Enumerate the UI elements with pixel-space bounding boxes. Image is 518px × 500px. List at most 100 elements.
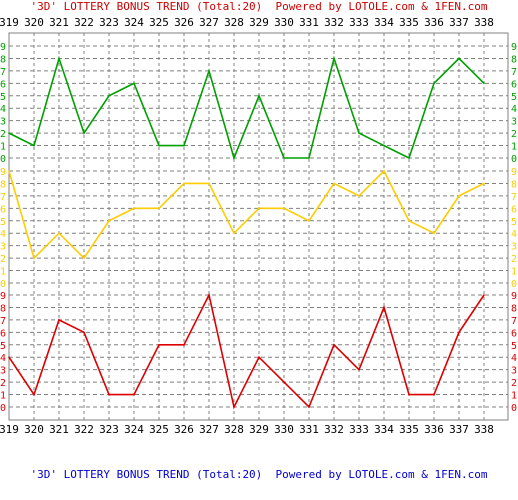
y-tick-label-right: 0: [511, 403, 517, 414]
data-point-yellow: [133, 207, 135, 210]
data-point-green: [258, 94, 260, 97]
data-point-green: [358, 132, 360, 134]
data-point-yellow: [158, 207, 160, 210]
y-tick-label-right: 1: [511, 267, 517, 278]
y-tick-label-right: 4: [511, 104, 517, 115]
data-point-red: [458, 331, 460, 334]
data-point-red: [8, 356, 10, 359]
data-point-red: [408, 393, 410, 396]
x-tick-label-top: 320: [24, 16, 44, 29]
x-tick-label-bottom: 325: [149, 423, 169, 436]
data-point-yellow: [408, 219, 410, 222]
y-tick-label-left: 2: [0, 129, 6, 140]
data-point-green: [33, 144, 35, 147]
x-tick-label-bottom: 338: [474, 423, 494, 436]
data-point-red: [158, 343, 160, 346]
y-tick-label-left: 2: [0, 254, 6, 265]
y-tick-label-left: 1: [0, 391, 6, 402]
data-point-red: [383, 306, 385, 309]
y-tick-label-right: 7: [511, 192, 517, 203]
data-point-red: [283, 381, 285, 383]
y-tick-label-left: 5: [0, 92, 6, 103]
x-tick-label-bottom: 322: [74, 423, 94, 436]
data-point-green: [183, 144, 185, 147]
y-tick-label-right: 7: [511, 67, 517, 78]
x-tick-label-top: 327: [199, 16, 219, 29]
y-tick-label-left: 8: [0, 179, 6, 190]
data-point-yellow: [458, 195, 460, 197]
y-tick-label-right: 8: [511, 54, 517, 65]
data-point-yellow: [183, 182, 185, 185]
x-tick-label-bottom: 335: [399, 423, 419, 436]
data-point-green: [283, 157, 285, 159]
x-tick-label-bottom: 336: [424, 423, 444, 436]
y-tick-label-right: 9: [511, 42, 517, 53]
y-tick-label-left: 7: [0, 192, 6, 203]
data-point-yellow: [33, 257, 35, 259]
y-tick-label-right: 2: [511, 129, 517, 140]
data-point-red: [233, 406, 235, 408]
y-tick-label-right: 8: [511, 179, 517, 190]
y-tick-label-left: 6: [0, 204, 6, 215]
y-tick-label-left: 5: [0, 217, 6, 228]
data-point-green: [83, 132, 85, 134]
data-point-yellow: [333, 182, 335, 185]
data-point-green: [233, 157, 235, 159]
data-point-yellow: [58, 232, 60, 235]
x-tick-label-bottom: 337: [449, 423, 469, 436]
y-tick-label-right: 3: [511, 366, 517, 377]
x-tick-label-bottom: 323: [99, 423, 119, 436]
data-point-red: [208, 294, 210, 296]
data-point-green: [458, 57, 460, 60]
y-tick-label-left: 3: [0, 242, 6, 253]
y-tick-label-left: 7: [0, 67, 6, 78]
x-tick-label-top: 328: [224, 16, 244, 29]
x-tick-label-bottom: 328: [224, 423, 244, 436]
data-point-red: [133, 393, 135, 396]
y-tick-label-left: 1: [0, 142, 6, 153]
data-point-green: [158, 144, 160, 147]
data-point-yellow: [8, 170, 10, 172]
y-tick-label-right: 4: [511, 229, 517, 240]
y-tick-label-right: 9: [511, 167, 517, 178]
data-point-green: [58, 57, 60, 60]
data-point-red: [258, 356, 260, 359]
y-tick-label-right: 8: [511, 303, 517, 314]
y-tick-label-right: 2: [511, 378, 517, 389]
data-point-yellow: [208, 182, 210, 185]
x-tick-label-bottom: 327: [199, 423, 219, 436]
y-tick-label-right: 7: [511, 316, 517, 327]
data-point-green: [133, 82, 135, 85]
data-point-red: [83, 331, 85, 334]
y-tick-label-left: 2: [0, 378, 6, 389]
y-tick-label-right: 6: [511, 79, 517, 90]
y-tick-label-right: 5: [511, 341, 517, 352]
data-point-yellow: [308, 219, 310, 222]
x-tick-label-bottom: 321: [49, 423, 69, 436]
y-tick-label-left: 8: [0, 303, 6, 314]
data-point-red: [108, 393, 110, 396]
y-tick-label-right: 6: [511, 328, 517, 339]
data-point-yellow: [83, 257, 85, 259]
series-line-green: [8, 55, 485, 161]
y-tick-label-right: 6: [511, 204, 517, 215]
x-tick-label-bottom: 329: [249, 423, 269, 436]
x-tick-label-top: 332: [324, 16, 344, 29]
data-point-red: [483, 294, 485, 296]
x-tick-label-top: 325: [149, 16, 169, 29]
data-point-red: [183, 343, 185, 346]
data-point-red: [433, 393, 435, 396]
x-tick-label-bottom: 324: [124, 423, 144, 436]
x-tick-label-top: 319: [0, 16, 19, 29]
y-tick-label-left: 9: [0, 42, 6, 53]
y-tick-label-right: 9: [511, 291, 517, 302]
data-point-green: [8, 132, 10, 134]
y-tick-label-left: 5: [0, 341, 6, 352]
data-point-red: [33, 393, 35, 396]
x-tick-label-top: 322: [74, 16, 94, 29]
data-point-red: [358, 368, 360, 371]
y-tick-label-left: 6: [0, 328, 6, 339]
y-tick-label-right: 5: [511, 217, 517, 228]
y-tick-label-right: 2: [511, 254, 517, 265]
x-tick-label-top: 329: [249, 16, 269, 29]
